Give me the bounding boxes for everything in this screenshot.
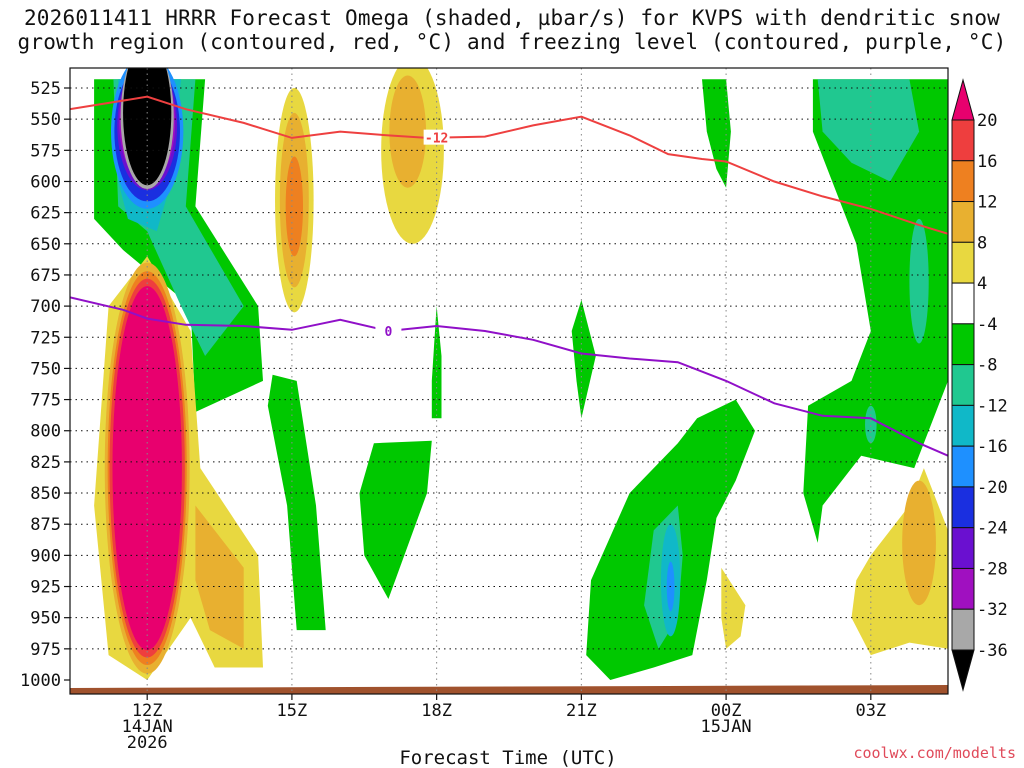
colorbar-swatch [951, 608, 975, 651]
terrain-strip [70, 685, 948, 694]
x-tick-label: 15Z [277, 701, 308, 721]
contour-label: 0 [384, 325, 392, 340]
colorbar-swatch [951, 364, 975, 406]
colorbar-swatch [951, 201, 975, 243]
colorbar-label: -32 [977, 600, 1008, 620]
plot-frame [69, 67, 949, 695]
ascent-tongue-21z [571, 299, 596, 419]
colorbar-swatch [951, 241, 975, 284]
grid-lines [70, 68, 948, 694]
colorbar-label: -28 [977, 559, 1008, 579]
colorbar-label: 12 [977, 193, 997, 213]
y-tick-label: 925 [30, 578, 61, 598]
colorbar-bottom-arrow [951, 649, 975, 692]
ascent-right-teal-low [909, 218, 929, 344]
ascent-right-green [803, 79, 948, 543]
y-tick-label: 625 [30, 204, 61, 224]
colorbar-swatch [951, 486, 975, 529]
x-tick-label: 12Z [132, 701, 163, 721]
ascent-right-teal-mid [865, 405, 877, 444]
colorbar-label: -8 [977, 356, 997, 376]
colorbar-swatch [951, 119, 975, 162]
y-tick-label: 975 [30, 640, 61, 660]
descent-low-left-orange [195, 505, 244, 649]
chart-title: 2026011411 HRRR Forecast Omega (shaded, … [0, 6, 1024, 54]
y-tick-label: 600 [30, 172, 61, 192]
y-tick-label: 525 [30, 79, 61, 99]
y-tick-label: 825 [30, 453, 61, 473]
colorbar-label: -24 [977, 519, 1008, 539]
y-tick-label: 1000 [20, 671, 61, 691]
contour-label-bg [423, 129, 450, 145]
descent-right-amber [902, 480, 936, 606]
y-tick-label: 650 [30, 235, 61, 255]
y-tick-label: 575 [30, 141, 61, 161]
x-axis-label: Forecast Time (UTC) [399, 747, 616, 768]
temperature-contours: -12 0 [70, 95, 948, 457]
title-line-1: 2026011411 HRRR Forecast Omega (shaded, … [23, 6, 1001, 30]
contour-label: -12 [425, 132, 448, 147]
contour-dendritic-snow-growth-region [70, 95, 948, 235]
colorbar-swatch [951, 567, 975, 610]
x-tick-label: 14JAN [122, 717, 173, 737]
terrain-surface [70, 685, 948, 694]
colorbar-label: -16 [977, 437, 1008, 457]
colorbar-label: -20 [977, 478, 1008, 498]
y-axis: 525 550 575 600 625 650 675 700 725 750 775 800 825 8… [20, 79, 70, 691]
descent-small-24z [721, 567, 746, 649]
colorbar-swatch [951, 445, 975, 488]
ascent-tongue-18z [431, 306, 442, 419]
title-line-2: growth region (contoured, red, °C) and f… [17, 30, 1007, 54]
contour-label-bg [375, 323, 402, 339]
colorbar-label: 20 [977, 111, 997, 131]
ascent-core-black [123, 68, 172, 186]
contour-freezing-level [70, 296, 948, 457]
colorbar-top-arrow [951, 78, 975, 121]
y-tick-label: 850 [30, 484, 61, 504]
y-tick-label: 725 [30, 328, 61, 348]
colorbar-label: 16 [977, 152, 997, 172]
colorbar-label: 4 [977, 274, 987, 294]
x-tick-label: 2026 [127, 733, 168, 753]
y-tick-label: 950 [30, 609, 61, 629]
colorbar-swatch [951, 323, 975, 366]
colorbar-label: 8 [977, 233, 987, 253]
colorbar-swatch [951, 527, 975, 569]
x-tick-label: 00Z [711, 701, 742, 721]
x-tick-label: 21Z [566, 701, 597, 721]
y-tick-label: 900 [30, 546, 61, 566]
descent-plume-17z-amber [389, 75, 427, 188]
brand-link[interactable]: coolwx.com/modelts [853, 744, 1016, 762]
ascent-tongue-17z [359, 440, 432, 599]
descent-plume-15z-orange [285, 156, 304, 257]
y-tick-label: 750 [30, 359, 61, 379]
colorbar-label: -36 [977, 641, 1008, 661]
x-tick-label: 03Z [855, 701, 886, 721]
x-tick-label: 15JAN [700, 717, 751, 737]
colorbar-label: -4 [977, 315, 997, 335]
y-tick-label: 675 [30, 266, 61, 286]
x-tick-label: 18Z [421, 701, 452, 721]
descent-core-magenta [112, 286, 182, 651]
colorbar-label: -12 [977, 396, 1008, 416]
ascent-tongue-15z [267, 374, 326, 631]
colorbar-swatch [951, 282, 975, 325]
y-tick-label: 800 [30, 422, 61, 442]
y-tick-label: 550 [30, 110, 61, 130]
y-tick-label: 775 [30, 391, 61, 411]
y-tick-label: 700 [30, 297, 61, 317]
colorbar-swatch [951, 160, 975, 203]
y-tick-label: 875 [30, 515, 61, 535]
ascent-right-teal [817, 79, 920, 182]
colorbar: 20 16 12 8 4 -4 -8 -12 -16 -20 -24 -28 -32 -36 [951, 78, 1008, 692]
colorbar-swatch [951, 404, 975, 447]
